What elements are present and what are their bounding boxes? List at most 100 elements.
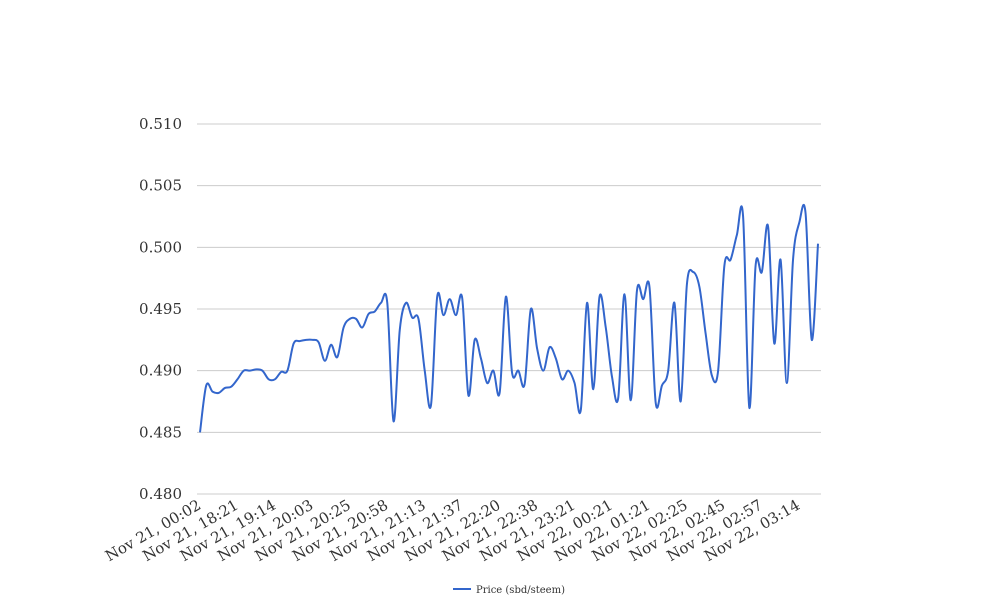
data-point: [447, 296, 453, 302]
data-point: [434, 294, 440, 300]
data-point: [634, 288, 640, 294]
legend-label: Price (sbd/steem): [476, 585, 565, 596]
data-point: [646, 284, 652, 290]
y-axis-ticks: 0.480 0.485 0.490 0.495 0.500 0.505 0.510: [139, 115, 182, 503]
data-point: [253, 366, 259, 372]
data-point: [334, 354, 340, 360]
data-point: [297, 338, 303, 344]
data-point: [409, 315, 415, 321]
data-point: [703, 331, 709, 337]
data-point: [247, 368, 253, 374]
data-point: [803, 210, 809, 216]
data-point: [522, 381, 528, 387]
data-point: [384, 300, 390, 306]
data-point: [216, 390, 222, 396]
data-point: [440, 312, 446, 318]
data-point: [303, 337, 309, 343]
data-point: [391, 418, 397, 424]
data-point: [778, 257, 784, 263]
data-point: [359, 325, 365, 331]
series-group: [197, 204, 821, 435]
data-point: [472, 337, 478, 343]
data-point: [740, 214, 746, 220]
data-point: [790, 257, 796, 263]
data-point: [796, 220, 802, 226]
data-point: [316, 339, 322, 345]
data-point: [603, 325, 609, 331]
data-point: [540, 368, 546, 374]
data-point: [241, 368, 247, 374]
data-point: [671, 300, 677, 306]
data-point: [609, 374, 615, 380]
data-point: [696, 284, 702, 290]
y-tick-label: 0.500: [139, 238, 182, 256]
data-point: [746, 405, 752, 411]
data-point: [615, 395, 621, 401]
data-point: [584, 300, 590, 306]
data-point: [428, 402, 434, 408]
data-point: [759, 269, 765, 275]
data-point: [366, 311, 372, 317]
data-point: [753, 263, 759, 269]
data-point: [534, 345, 540, 351]
series-line-price: [199, 204, 819, 433]
data-point: [378, 300, 384, 306]
data-point: [459, 295, 465, 301]
data-point: [784, 380, 790, 386]
data-point: [278, 369, 284, 375]
data-point: [291, 341, 297, 347]
data-point: [578, 407, 584, 413]
data-point: [228, 384, 234, 390]
y-tick-label: 0.505: [139, 177, 182, 195]
y-tick-label: 0.510: [139, 115, 182, 133]
data-point: [197, 429, 203, 435]
data-point: [328, 342, 334, 348]
data-point: [734, 232, 740, 238]
data-point: [815, 241, 821, 247]
data-point: [259, 368, 265, 374]
data-point: [659, 382, 665, 388]
data-point: [715, 368, 721, 374]
data-point: [415, 316, 421, 322]
data-point: [709, 373, 715, 379]
data-point: [341, 325, 347, 331]
data-point: [690, 269, 696, 275]
data-point: [372, 308, 378, 314]
data-point: [640, 296, 646, 302]
data-point: [528, 306, 534, 312]
data-point: [422, 368, 428, 374]
data-point: [322, 358, 328, 364]
data-point: [553, 355, 559, 361]
data-point: [809, 337, 815, 343]
y-tick-label: 0.485: [139, 423, 182, 441]
data-point: [309, 337, 315, 343]
data-point: [266, 376, 272, 382]
data-point: [765, 223, 771, 229]
data-point: [684, 281, 690, 287]
data-point: [203, 382, 209, 388]
data-point: [353, 316, 359, 322]
legend: Price (sbd/steem): [453, 585, 565, 596]
data-point: [497, 390, 503, 396]
data-point: [665, 368, 671, 374]
data-point: [284, 368, 290, 374]
data-point: [397, 327, 403, 333]
data-point: [572, 380, 578, 386]
data-point: [465, 392, 471, 398]
data-point: [565, 368, 571, 374]
data-point: [209, 389, 215, 395]
data-point: [490, 368, 496, 374]
data-point: [272, 376, 278, 382]
data-point: [478, 355, 484, 361]
data-point: [515, 368, 521, 374]
data-point: [234, 376, 240, 382]
data-point: [678, 399, 684, 405]
data-point: [403, 300, 409, 306]
data-point: [728, 257, 734, 263]
data-point: [559, 376, 565, 382]
data-point: [721, 263, 727, 269]
data-point: [503, 294, 509, 300]
data-point: [628, 397, 634, 403]
